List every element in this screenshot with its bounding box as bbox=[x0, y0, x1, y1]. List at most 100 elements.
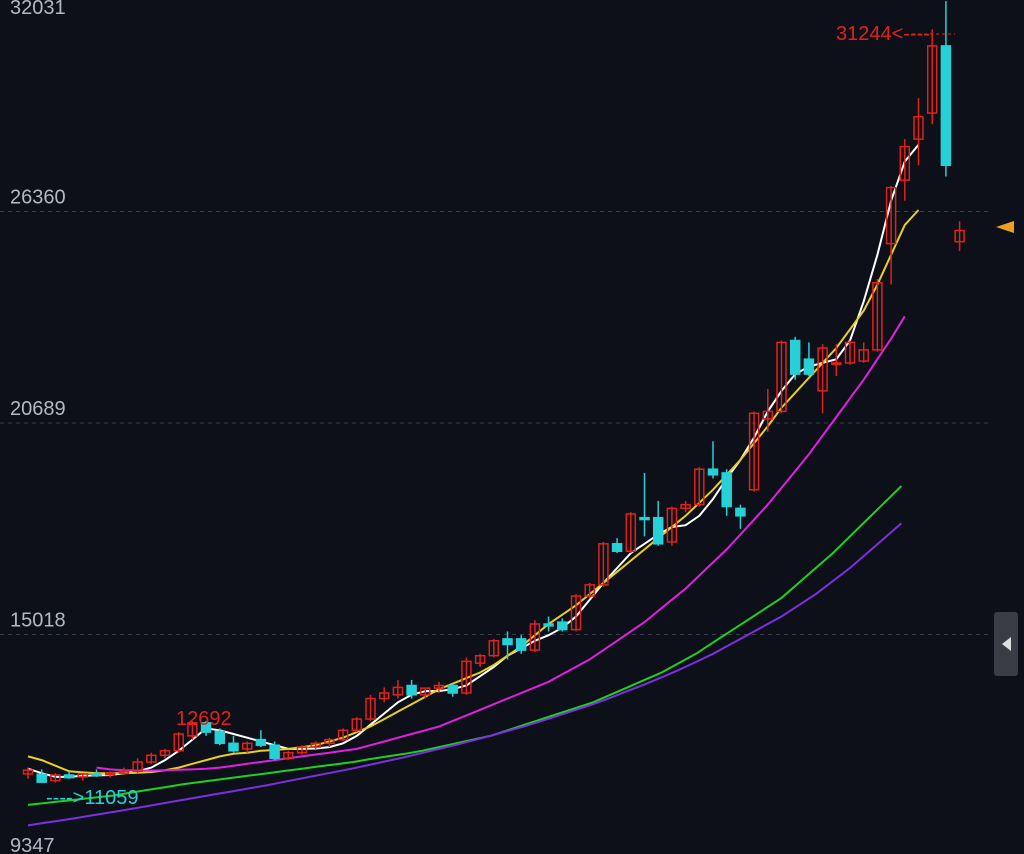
candle-body bbox=[611, 543, 623, 553]
candle-body bbox=[858, 349, 869, 362]
candle-body bbox=[502, 638, 513, 646]
candle-body bbox=[104, 772, 116, 776]
candles bbox=[22, 1, 965, 784]
candle bbox=[91, 769, 102, 777]
candle bbox=[337, 728, 349, 742]
collapse-panel-button[interactable] bbox=[994, 612, 1018, 676]
candle-body bbox=[707, 468, 719, 476]
candle bbox=[63, 771, 75, 779]
candle-body bbox=[557, 621, 568, 631]
candle bbox=[817, 344, 828, 414]
candle-body bbox=[461, 660, 472, 694]
candle-body bbox=[570, 595, 582, 631]
candle bbox=[324, 737, 335, 748]
candle-body bbox=[406, 684, 417, 696]
candle-body bbox=[269, 744, 280, 759]
y-tick-label: 32031 bbox=[10, 0, 66, 19]
candle bbox=[392, 679, 404, 699]
candle-body bbox=[474, 654, 486, 664]
candle bbox=[159, 748, 171, 759]
moving-average-line bbox=[27, 144, 920, 778]
candle bbox=[844, 340, 856, 365]
candle bbox=[420, 687, 431, 699]
candle bbox=[118, 767, 130, 776]
candle-body bbox=[926, 45, 938, 114]
candle-body bbox=[392, 686, 404, 696]
candle-body bbox=[666, 507, 678, 543]
candle-body bbox=[173, 733, 184, 752]
candle-body bbox=[625, 513, 637, 553]
candle-body bbox=[159, 750, 171, 757]
candle-body bbox=[351, 718, 363, 732]
candle bbox=[652, 500, 664, 546]
moving-average-line bbox=[27, 209, 920, 775]
y-tick-label: 26360 bbox=[10, 187, 66, 209]
candle bbox=[474, 653, 486, 667]
candle-body bbox=[885, 186, 897, 245]
candle bbox=[214, 728, 226, 746]
candle bbox=[50, 773, 61, 783]
candle-body bbox=[77, 773, 89, 778]
candle bbox=[940, 1, 952, 177]
candle-body bbox=[543, 623, 554, 627]
candle-body bbox=[91, 773, 102, 777]
candle bbox=[269, 741, 280, 761]
candle bbox=[296, 745, 308, 755]
candle bbox=[515, 635, 527, 654]
candle-body bbox=[187, 722, 198, 737]
candle-body bbox=[844, 341, 856, 364]
candle-body bbox=[680, 503, 691, 510]
candle bbox=[200, 720, 212, 736]
candle bbox=[351, 717, 363, 733]
candle-body bbox=[337, 729, 349, 741]
candle bbox=[488, 638, 500, 658]
candle bbox=[104, 771, 116, 778]
candle bbox=[433, 681, 445, 693]
candle bbox=[666, 506, 678, 546]
candle bbox=[776, 340, 787, 414]
candle bbox=[146, 752, 157, 764]
moving-average-line bbox=[27, 485, 903, 806]
y-tick-label: 20689 bbox=[10, 398, 66, 420]
candle-body bbox=[488, 640, 500, 657]
candle bbox=[694, 467, 705, 507]
candle bbox=[241, 741, 253, 753]
candle bbox=[831, 344, 842, 376]
candle bbox=[611, 538, 623, 554]
candle-body bbox=[132, 761, 143, 773]
candle bbox=[762, 389, 774, 432]
candle bbox=[543, 616, 554, 632]
candle bbox=[735, 504, 746, 529]
low-label: ---->11059 bbox=[46, 787, 138, 809]
candle bbox=[872, 279, 883, 352]
moving-average-line bbox=[27, 522, 903, 827]
gridlines bbox=[0, 211, 990, 635]
candle-body bbox=[63, 774, 75, 779]
candle bbox=[707, 441, 719, 479]
candle-body bbox=[36, 773, 47, 783]
candle bbox=[529, 620, 541, 652]
candle bbox=[899, 139, 911, 201]
candle-body bbox=[748, 412, 760, 491]
candle bbox=[789, 336, 801, 380]
candle-body bbox=[255, 738, 267, 746]
candle bbox=[255, 730, 267, 748]
candle bbox=[187, 721, 198, 740]
candle-body bbox=[118, 770, 130, 774]
candle bbox=[502, 631, 513, 660]
candle-body bbox=[365, 697, 376, 720]
candle-body bbox=[50, 774, 61, 782]
candle bbox=[22, 767, 34, 779]
candle-body bbox=[310, 742, 321, 748]
candle-body bbox=[913, 116, 924, 140]
candle bbox=[680, 500, 691, 513]
candle-body bbox=[831, 362, 842, 366]
candle-body bbox=[803, 358, 815, 375]
candle-body bbox=[872, 281, 883, 351]
candle bbox=[77, 773, 89, 781]
candle-body bbox=[433, 684, 445, 689]
candle-body bbox=[789, 339, 801, 375]
candle-body bbox=[584, 584, 595, 597]
candle bbox=[926, 29, 938, 125]
high-label: 31244<---- bbox=[836, 23, 930, 45]
